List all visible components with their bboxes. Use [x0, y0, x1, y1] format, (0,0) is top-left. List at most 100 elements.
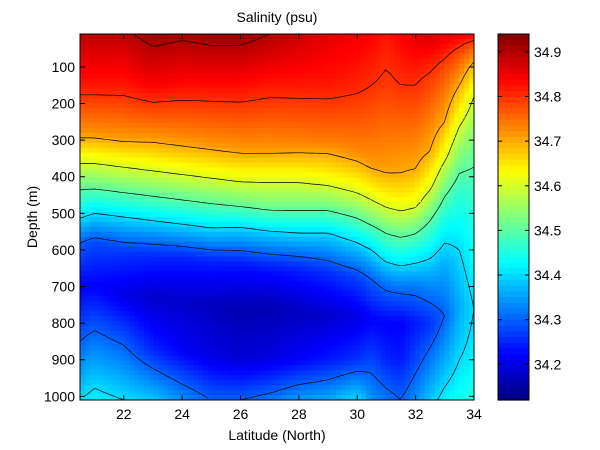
heatmap-cell [444, 197, 450, 203]
heatmap-cell [331, 310, 337, 317]
heatmap-cell [291, 162, 298, 169]
heatmap-cell [247, 226, 253, 233]
heatmap-cell [89, 88, 96, 94]
heatmap-cell [277, 221, 283, 228]
heatmap-cell [405, 192, 411, 198]
heatmap-cell [129, 286, 135, 292]
heatmap-cell [409, 271, 416, 277]
heatmap-cell [124, 162, 130, 169]
heatmap-cell [198, 202, 204, 208]
heatmap-cell [306, 197, 313, 203]
heatmap-cell [370, 182, 377, 188]
heatmap-cell [355, 271, 362, 277]
heatmap-cell [360, 281, 367, 287]
heatmap-cell [262, 236, 268, 243]
heatmap-cell [439, 167, 446, 174]
heatmap-cell [424, 217, 431, 223]
heatmap-cell [380, 187, 386, 193]
heatmap-cell [217, 132, 224, 139]
heatmap-cell [444, 236, 450, 243]
heatmap-cell [193, 58, 199, 65]
heatmap-cell [459, 118, 465, 124]
heatmap-cell [306, 330, 313, 337]
heatmap-cell [168, 73, 175, 80]
heatmap-cell [119, 325, 125, 332]
heatmap-cell [237, 325, 244, 332]
heatmap-cell [459, 276, 465, 282]
heatmap-cell [114, 202, 120, 208]
heatmap-cell [114, 241, 120, 248]
heatmap-cell [469, 132, 474, 139]
heatmap-cell [286, 38, 293, 45]
heatmap-cell [89, 217, 96, 223]
heatmap-cell [365, 212, 372, 218]
heatmap-cell [321, 231, 327, 238]
heatmap-cell [109, 83, 116, 90]
heatmap-cell [419, 103, 426, 109]
heatmap-cell [262, 103, 268, 109]
heatmap-cell [464, 335, 470, 342]
heatmap-cell [134, 207, 140, 213]
heatmap-cell [153, 177, 160, 183]
heatmap-cell [281, 38, 288, 45]
heatmap-cell [355, 335, 362, 342]
heatmap-cell [316, 207, 322, 213]
heatmap-cell [400, 118, 406, 124]
heatmap-cell [360, 118, 367, 124]
heatmap-cell [469, 197, 474, 203]
heatmap-cell [183, 231, 189, 238]
heatmap-cell [414, 123, 421, 129]
heatmap-cell [198, 58, 204, 65]
heatmap-cell [439, 241, 446, 248]
heatmap-cell [99, 162, 106, 169]
heatmap-cell [148, 137, 155, 144]
heatmap-cell [380, 103, 386, 109]
heatmap-cell [286, 251, 293, 258]
heatmap-cell [286, 123, 293, 129]
heatmap-cell [301, 231, 308, 238]
heatmap-cell [360, 152, 367, 159]
heatmap-cell [153, 276, 160, 282]
heatmap-cell [242, 340, 249, 347]
heatmap-cell [203, 340, 209, 347]
heatmap-cell [80, 83, 86, 90]
heatmap-cell [242, 58, 249, 65]
heatmap-cell [144, 291, 150, 297]
heatmap-cell [321, 310, 327, 317]
heatmap-cell [469, 217, 474, 223]
heatmap-cell [469, 315, 474, 322]
heatmap-cell [281, 88, 288, 94]
heatmap-cell [281, 98, 288, 104]
heatmap-cell [331, 286, 337, 292]
heatmap-cell [311, 306, 317, 312]
heatmap-cell [395, 241, 401, 248]
heatmap-cell [390, 98, 396, 104]
heatmap-cell [262, 217, 268, 223]
heatmap-cell [464, 142, 470, 149]
heatmap-cell [119, 177, 125, 183]
heatmap-cell [291, 310, 298, 317]
heatmap-cell [272, 266, 278, 273]
heatmap-cell [178, 212, 185, 218]
heatmap-cell [129, 123, 135, 129]
heatmap-cell [414, 38, 421, 45]
heatmap-cell [232, 48, 239, 55]
heatmap-cell [148, 167, 155, 174]
heatmap-cell [281, 251, 288, 258]
heatmap-cell [336, 93, 342, 99]
heatmap-cell [409, 226, 416, 233]
heatmap-cell [272, 83, 278, 90]
heatmap-cell [409, 68, 416, 75]
heatmap-cell [119, 73, 125, 80]
heatmap-cell [341, 266, 347, 273]
heatmap-cell [395, 315, 401, 322]
heatmap-cell [272, 132, 278, 139]
heatmap-cell [114, 58, 120, 65]
heatmap-cell [277, 217, 283, 223]
heatmap-cell [331, 251, 337, 258]
heatmap-cell [291, 177, 298, 183]
heatmap-cell [163, 147, 170, 154]
heatmap-cell [409, 236, 416, 243]
heatmap-cell [345, 291, 352, 297]
heatmap-cell [380, 276, 386, 282]
